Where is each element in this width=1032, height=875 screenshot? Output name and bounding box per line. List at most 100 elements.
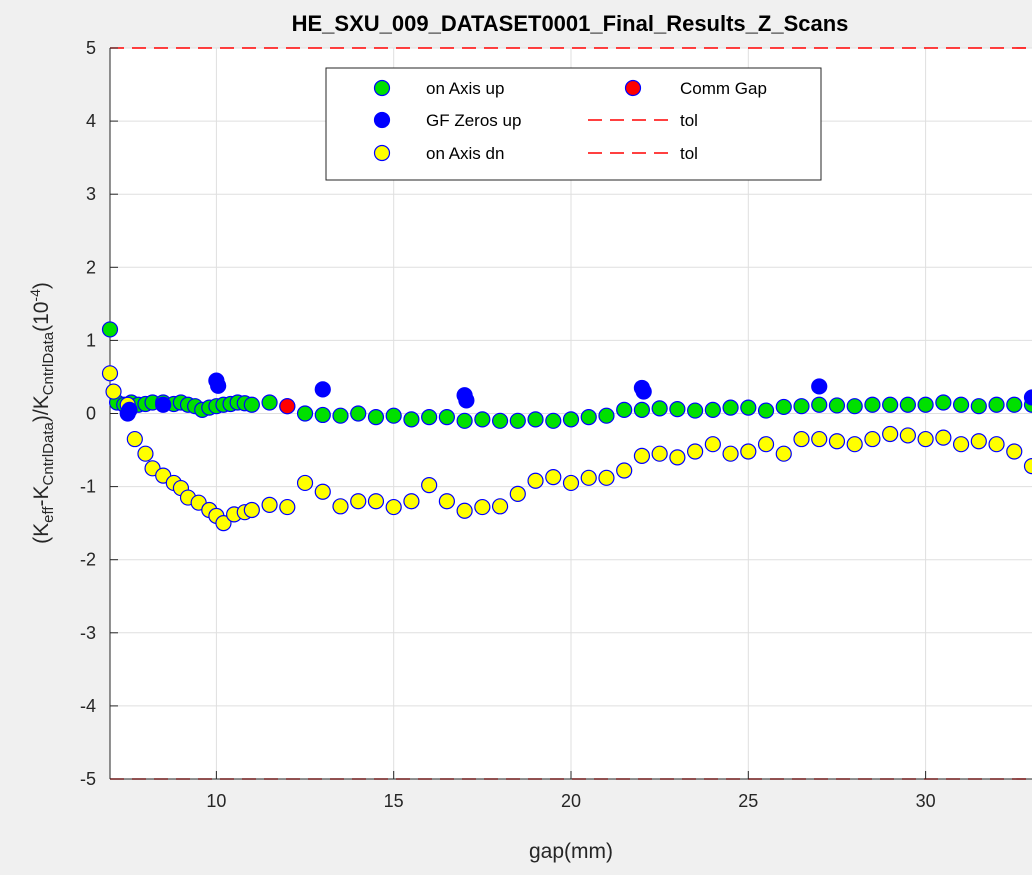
data-point [635, 383, 652, 400]
data-point [438, 493, 455, 510]
data-point [687, 402, 704, 419]
data-point [580, 409, 597, 426]
data-point [279, 398, 296, 415]
y-tick-label: -2 [80, 550, 96, 570]
data-point [775, 398, 792, 416]
data-point [616, 401, 633, 418]
data-point [633, 401, 651, 418]
data-point [1006, 396, 1023, 413]
legend: on Axis up Comm Gap GF Zeros up tol on Axis … [325, 67, 822, 181]
legend-marker [624, 79, 642, 97]
data-point [651, 400, 668, 417]
data-point [332, 407, 349, 424]
data-point [669, 401, 686, 418]
data-point [917, 430, 934, 448]
x-tick-label: 20 [561, 791, 581, 811]
data-point [296, 474, 314, 492]
data-point [846, 398, 863, 415]
data-point [704, 436, 721, 453]
data-point [137, 445, 154, 462]
legend-label: on Axis dn [426, 144, 504, 163]
data-markers [101, 321, 1032, 532]
data-point [545, 468, 562, 486]
legend-marker [373, 79, 391, 97]
series-on-axis-up [101, 321, 1032, 429]
data-point [261, 496, 278, 513]
data-point [970, 433, 987, 450]
data-point [1006, 443, 1023, 460]
legend-label: tol [680, 144, 698, 163]
data-point [509, 412, 526, 429]
data-point [474, 411, 491, 428]
data-point [101, 365, 119, 382]
data-point [562, 411, 580, 428]
data-point [882, 425, 899, 443]
data-point [155, 396, 172, 413]
data-point [775, 445, 792, 462]
data-point [367, 409, 385, 426]
x-tick-label: 15 [384, 791, 404, 811]
tick-labels: 10 15 20 25 30 -5 -4 -3 -2 -1 0 1 2 3 4 5 [80, 38, 936, 811]
data-point [935, 394, 952, 411]
data-point [385, 407, 402, 424]
data-point [952, 436, 970, 453]
y-tick-label: 3 [86, 184, 96, 204]
x-tick-label: 10 [206, 791, 226, 811]
data-point [917, 396, 934, 413]
series-on-axis-dn [101, 365, 1032, 532]
data-point [261, 394, 278, 411]
data-point [243, 501, 260, 519]
data-point [210, 377, 227, 394]
data-point [296, 405, 314, 422]
data-point [367, 493, 385, 510]
data-point [864, 430, 881, 448]
legend-label: GF Zeros up [426, 111, 521, 130]
data-point [687, 443, 704, 460]
y-tick-label: 5 [86, 38, 96, 58]
y-tick-label: 1 [86, 330, 96, 350]
data-point [988, 396, 1005, 413]
legend-label: tol [680, 111, 698, 130]
data-point [1023, 389, 1032, 406]
y-tick-label: -5 [80, 769, 96, 789]
data-point [491, 498, 509, 515]
data-point [704, 401, 721, 418]
data-point [456, 502, 473, 519]
data-point [332, 498, 349, 515]
data-point [864, 396, 881, 413]
data-point [793, 398, 810, 415]
chart-title: HE_SXU_009_DATASET0001_Final_Results_Z_S… [292, 11, 849, 36]
data-point [598, 407, 615, 424]
data-point [811, 396, 828, 413]
data-point [935, 429, 952, 446]
data-point [314, 381, 331, 398]
data-point [899, 396, 916, 413]
data-point [793, 430, 810, 448]
legend-marker [373, 144, 391, 162]
data-point [988, 436, 1005, 453]
data-point [740, 443, 757, 460]
data-point [474, 498, 491, 516]
data-point [952, 396, 970, 413]
data-point [970, 398, 987, 415]
data-point [811, 430, 828, 448]
legend-marker [373, 111, 391, 129]
series-comm-gap [279, 398, 296, 415]
data-point [562, 474, 580, 492]
data-point [669, 449, 686, 466]
legend-label: Comm Gap [680, 79, 767, 98]
data-point [545, 412, 562, 429]
data-point [438, 409, 455, 426]
y-tick-label: 2 [86, 257, 96, 277]
data-point [350, 405, 367, 422]
y-tick-label: -1 [80, 477, 96, 497]
data-point [828, 433, 846, 450]
data-point [403, 493, 420, 510]
data-point [101, 321, 119, 338]
data-point [509, 485, 526, 503]
data-point [385, 498, 402, 516]
data-point [811, 378, 828, 395]
legend-label: on Axis up [426, 79, 504, 98]
data-point [1023, 458, 1032, 475]
